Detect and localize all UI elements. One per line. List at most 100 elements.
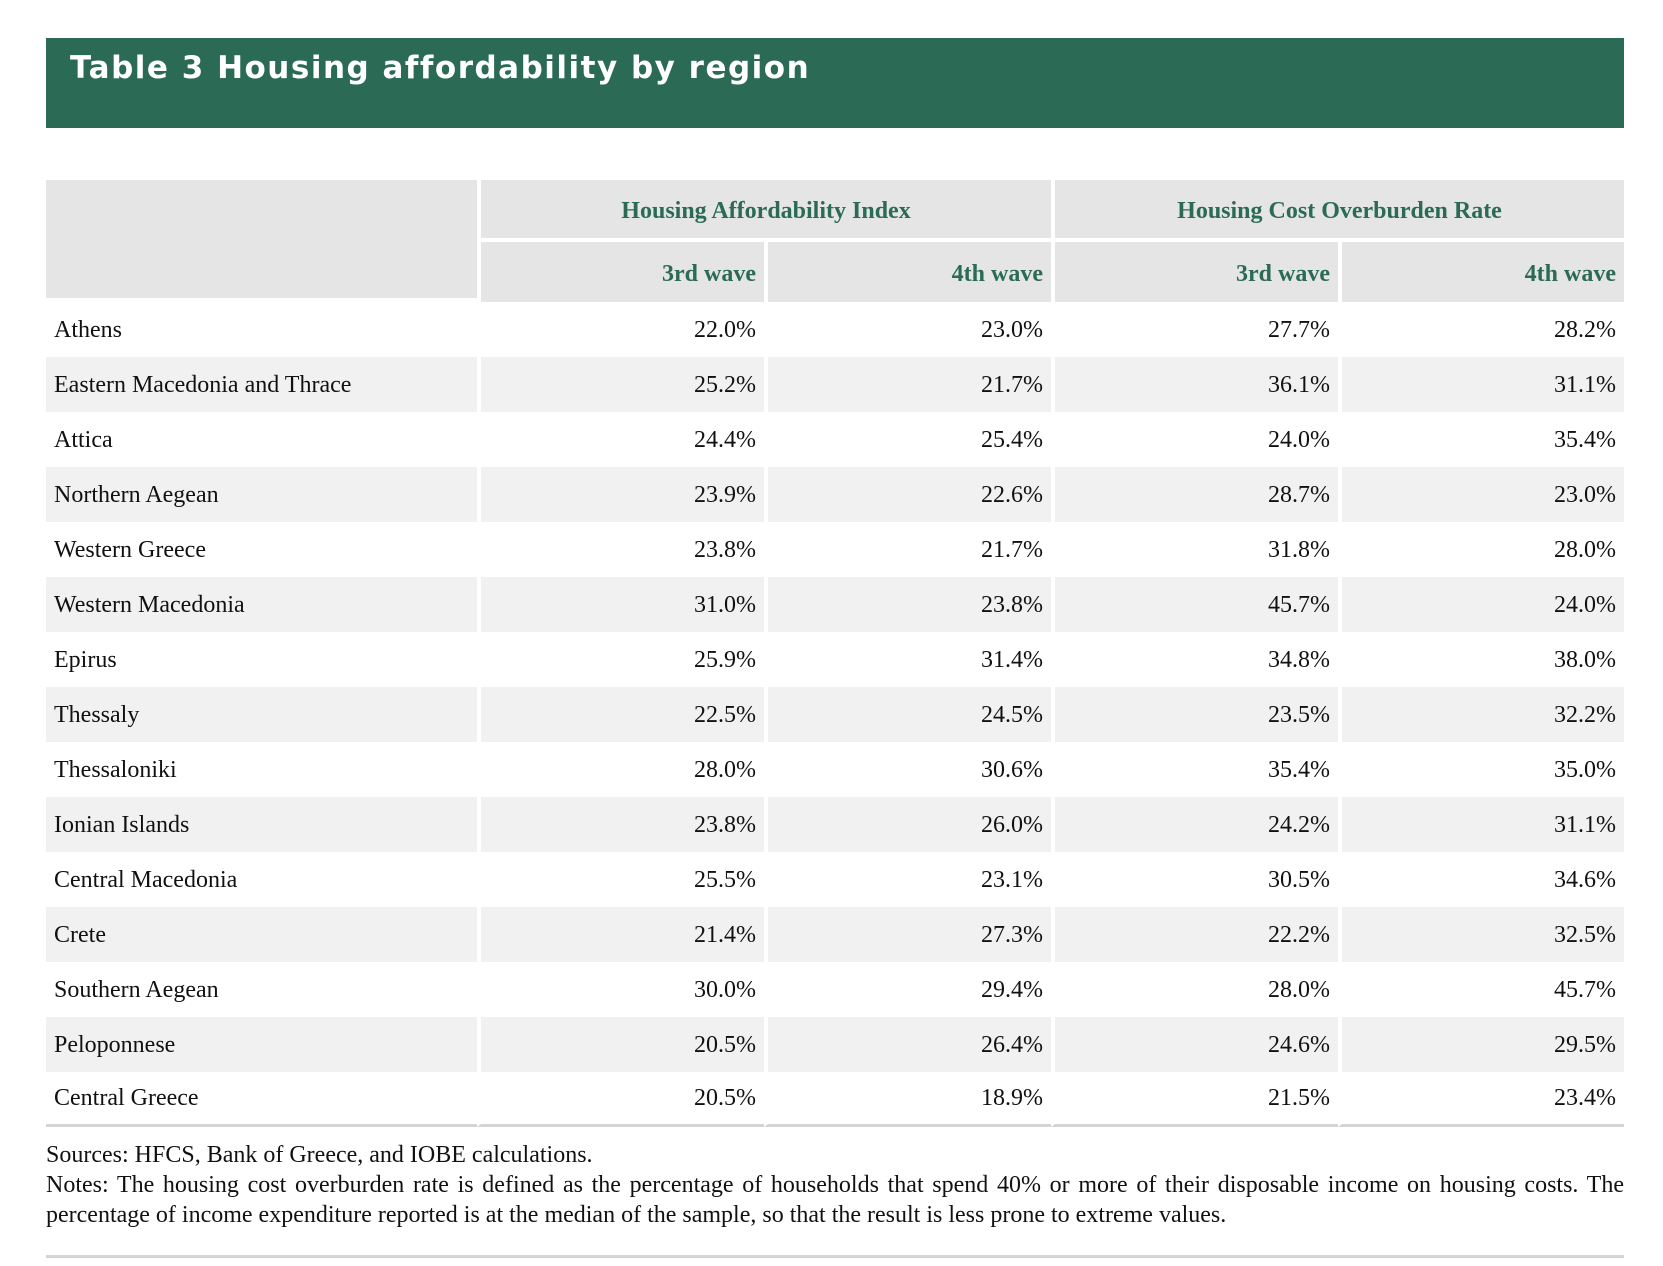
value-cell: 23.5% bbox=[1051, 687, 1338, 742]
value-cell: 45.7% bbox=[1051, 577, 1338, 632]
value-cell: 30.6% bbox=[764, 742, 1051, 797]
value-cell: 29.4% bbox=[764, 962, 1051, 1017]
region-cell: Crete bbox=[46, 907, 477, 962]
value-cell: 25.4% bbox=[764, 412, 1051, 467]
value-cell: 34.8% bbox=[1051, 632, 1338, 687]
table-row: Central Macedonia 25.5% 23.1% 30.5% 34.6% bbox=[46, 852, 1624, 907]
region-cell: Central Macedonia bbox=[46, 852, 477, 907]
title-banner: Table 3 Housing affordability by region bbox=[46, 38, 1624, 128]
value-cell: 23.8% bbox=[477, 522, 764, 577]
value-cell: 28.7% bbox=[1051, 467, 1338, 522]
value-cell: 18.9% bbox=[764, 1072, 1051, 1127]
value-cell: 24.2% bbox=[1051, 797, 1338, 852]
region-cell: Attica bbox=[46, 412, 477, 467]
table-row: Athens 22.0% 23.0% 27.7% 28.2% bbox=[46, 302, 1624, 357]
value-cell: 34.6% bbox=[1338, 852, 1624, 907]
table-row: Western Macedonia 31.0% 23.8% 45.7% 24.0% bbox=[46, 577, 1624, 632]
value-cell: 31.8% bbox=[1051, 522, 1338, 577]
value-cell: 20.5% bbox=[477, 1072, 764, 1127]
table-row: Crete 21.4% 27.3% 22.2% 32.5% bbox=[46, 907, 1624, 962]
table-row: Eastern Macedonia and Thrace 25.2% 21.7% 36… bbox=[46, 357, 1624, 412]
wave-header: 4th wave bbox=[764, 242, 1051, 302]
value-cell: 24.5% bbox=[764, 687, 1051, 742]
region-cell: Thessaly bbox=[46, 687, 477, 742]
value-cell: 27.3% bbox=[764, 907, 1051, 962]
value-cell: 31.0% bbox=[477, 577, 764, 632]
value-cell: 28.0% bbox=[1338, 522, 1624, 577]
group-header-overburden-rate: Housing Cost Overburden Rate bbox=[1051, 180, 1624, 242]
table-row: Southern Aegean 30.0% 29.4% 28.0% 45.7% bbox=[46, 962, 1624, 1017]
value-cell: 23.8% bbox=[764, 577, 1051, 632]
value-cell: 24.0% bbox=[1051, 412, 1338, 467]
value-cell: 23.4% bbox=[1338, 1072, 1624, 1127]
value-cell: 35.4% bbox=[1051, 742, 1338, 797]
value-cell: 35.0% bbox=[1338, 742, 1624, 797]
value-cell: 25.9% bbox=[477, 632, 764, 687]
wave-header-row: 3rd wave 4th wave 3rd wave 4th wave bbox=[46, 242, 1624, 302]
region-cell: Western Greece bbox=[46, 522, 477, 577]
table-row: Central Greece 20.5% 18.9% 21.5% 23.4% bbox=[46, 1072, 1624, 1127]
value-cell: 21.5% bbox=[1051, 1072, 1338, 1127]
value-cell: 23.0% bbox=[764, 302, 1051, 357]
value-cell: 31.1% bbox=[1338, 797, 1624, 852]
value-cell: 32.2% bbox=[1338, 687, 1624, 742]
value-cell: 24.0% bbox=[1338, 577, 1624, 632]
value-cell: 23.1% bbox=[764, 852, 1051, 907]
region-cell: Ionian Islands bbox=[46, 797, 477, 852]
value-cell: 38.0% bbox=[1338, 632, 1624, 687]
header-corner bbox=[46, 180, 477, 302]
table-row: Thessaloniki 28.0% 30.6% 35.4% 35.0% bbox=[46, 742, 1624, 797]
value-cell: 32.5% bbox=[1338, 907, 1624, 962]
value-cell: 22.6% bbox=[764, 467, 1051, 522]
value-cell: 29.5% bbox=[1338, 1017, 1624, 1072]
value-cell: 30.0% bbox=[477, 962, 764, 1017]
value-cell: 23.9% bbox=[477, 467, 764, 522]
value-cell: 27.7% bbox=[1051, 302, 1338, 357]
value-cell: 21.7% bbox=[764, 357, 1051, 412]
table-notes: Sources: HFCS, Bank of Greece, and IOBE … bbox=[46, 1140, 1624, 1230]
region-cell: Southern Aegean bbox=[46, 962, 477, 1017]
sources-text: Sources: HFCS, Bank of Greece, and IOBE … bbox=[46, 1142, 593, 1168]
region-cell: Thessaloniki bbox=[46, 742, 477, 797]
region-cell: Peloponnese bbox=[46, 1017, 477, 1072]
notes-text: Notes: The housing cost overburden rate … bbox=[46, 1172, 1624, 1228]
value-cell: 22.0% bbox=[477, 302, 764, 357]
value-cell: 28.0% bbox=[477, 742, 764, 797]
table-row: Thessaly 22.5% 24.5% 23.5% 32.2% bbox=[46, 687, 1624, 742]
region-cell: Athens bbox=[46, 302, 477, 357]
region-cell: Eastern Macedonia and Thrace bbox=[46, 357, 477, 412]
value-cell: 24.6% bbox=[1051, 1017, 1338, 1072]
wave-header: 3rd wave bbox=[477, 242, 764, 302]
table-row: Northern Aegean 23.9% 22.6% 28.7% 23.0% bbox=[46, 467, 1624, 522]
region-cell: Northern Aegean bbox=[46, 467, 477, 522]
group-header-affordability-index: Housing Affordability Index bbox=[477, 180, 1051, 242]
value-cell: 21.4% bbox=[477, 907, 764, 962]
value-cell: 26.4% bbox=[764, 1017, 1051, 1072]
table-title: Table 3 Housing affordability by region bbox=[70, 50, 811, 86]
value-cell: 23.0% bbox=[1338, 467, 1624, 522]
wave-header: 3rd wave bbox=[1051, 242, 1338, 302]
value-cell: 36.1% bbox=[1051, 357, 1338, 412]
bottom-rule bbox=[46, 1255, 1624, 1258]
value-cell: 23.8% bbox=[477, 797, 764, 852]
region-cell: Epirus bbox=[46, 632, 477, 687]
value-cell: 35.4% bbox=[1338, 412, 1624, 467]
value-cell: 28.2% bbox=[1338, 302, 1624, 357]
wave-header: 4th wave bbox=[1338, 242, 1624, 302]
value-cell: 22.2% bbox=[1051, 907, 1338, 962]
group-header-row: Housing Affordability Index Housing Cost… bbox=[46, 180, 1624, 302]
value-cell: 31.1% bbox=[1338, 357, 1624, 412]
value-cell: 45.7% bbox=[1338, 962, 1624, 1017]
value-cell: 28.0% bbox=[1051, 962, 1338, 1017]
value-cell: 26.0% bbox=[764, 797, 1051, 852]
table-row: Epirus 25.9% 31.4% 34.8% 38.0% bbox=[46, 632, 1624, 687]
table-body: Athens 22.0% 23.0% 27.7% 28.2% Eastern Macedo… bbox=[46, 302, 1624, 1127]
table-row: Ionian Islands 23.8% 26.0% 24.2% 31.1% bbox=[46, 797, 1624, 852]
value-cell: 21.7% bbox=[764, 522, 1051, 577]
table-row: Peloponnese 20.5% 26.4% 24.6% 29.5% bbox=[46, 1017, 1624, 1072]
value-cell: 25.2% bbox=[477, 357, 764, 412]
housing-affordability-table: Housing Affordability Index Housing Cost… bbox=[46, 180, 1624, 1127]
region-cell: Central Greece bbox=[46, 1072, 477, 1127]
value-cell: 24.4% bbox=[477, 412, 764, 467]
region-cell: Western Macedonia bbox=[46, 577, 477, 632]
